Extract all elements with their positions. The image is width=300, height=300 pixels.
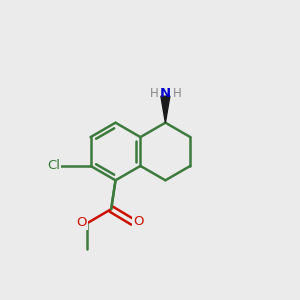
- Text: N: N: [160, 87, 171, 100]
- Polygon shape: [161, 96, 170, 123]
- Text: H: H: [173, 87, 182, 100]
- Text: O: O: [76, 216, 86, 230]
- Text: O: O: [133, 215, 143, 228]
- Text: H: H: [150, 87, 158, 100]
- Text: Cl: Cl: [47, 159, 60, 172]
